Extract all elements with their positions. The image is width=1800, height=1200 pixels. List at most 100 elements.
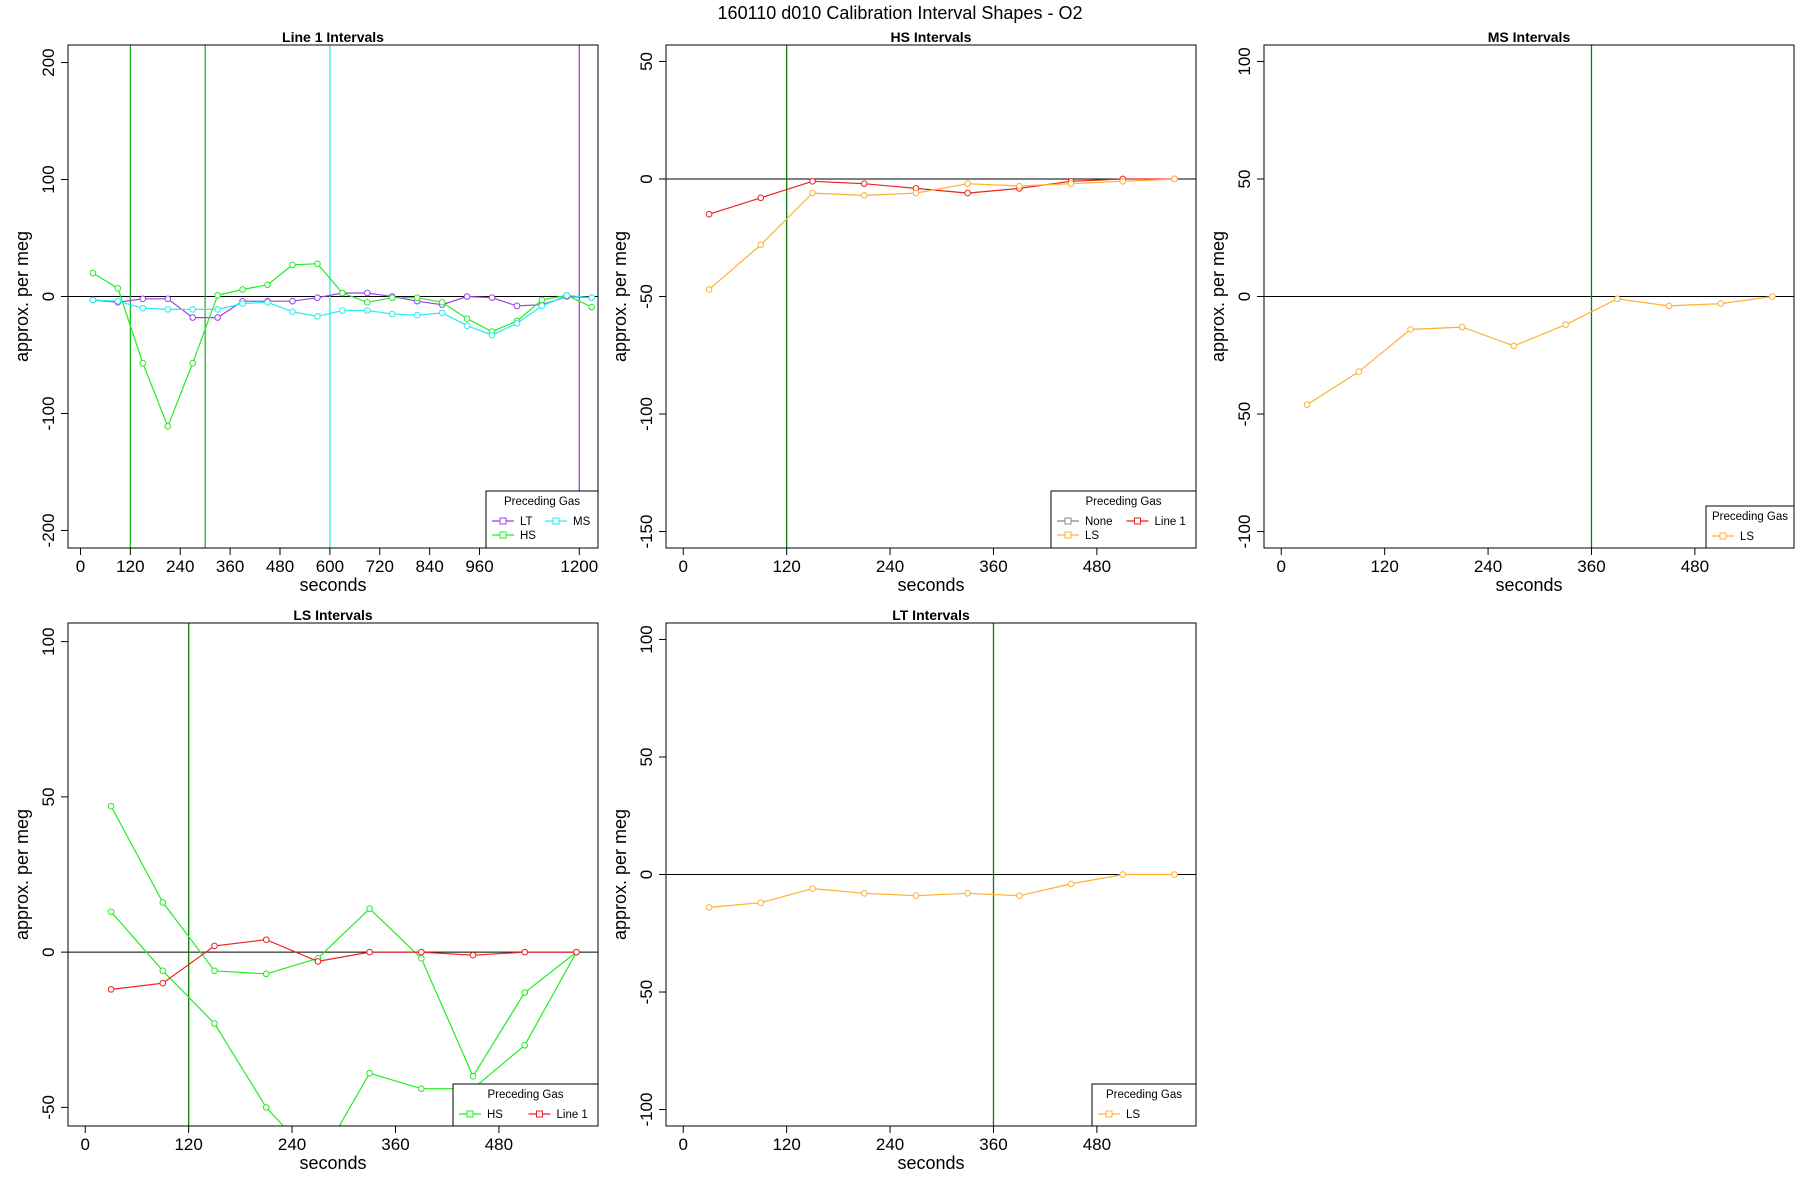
- data-point: [469, 1073, 477, 1080]
- x-tick-label: 600: [316, 557, 344, 576]
- panel-ms-intervals: MS Intervals 0 120 240 360 480 -100 -50 0 50 100 se…: [1208, 29, 1795, 595]
- data-point: [89, 296, 97, 304]
- y-tick-label: -50: [39, 1095, 58, 1120]
- y-tick-label: -50: [637, 980, 656, 1005]
- y-axis-label: approx. per meg: [12, 809, 32, 940]
- data-point: [757, 241, 765, 249]
- legend-swatch-marker: [1134, 517, 1141, 525]
- data-point: [1510, 342, 1518, 350]
- data-point: [89, 269, 97, 277]
- legend-swatch-marker: [1064, 517, 1072, 525]
- y-tick-label: -100: [637, 1093, 656, 1127]
- data-point: [189, 359, 197, 367]
- data-point: [314, 958, 322, 965]
- legend-entry-none: None: [1085, 516, 1113, 528]
- data-point: [214, 292, 221, 299]
- data-point: [139, 295, 147, 303]
- data-point: [418, 955, 425, 962]
- legend: Preceding Gas LT MS HS: [485, 490, 599, 549]
- data-point: [339, 307, 346, 314]
- legend-title: Preceding Gas: [1106, 1089, 1182, 1101]
- data-point: [469, 951, 477, 959]
- data-point: [211, 967, 218, 975]
- legend: Preceding Gas LS: [1091, 1083, 1197, 1127]
- data-point: [1303, 401, 1311, 408]
- x-tick-label: 360: [1577, 557, 1605, 576]
- data-point: [289, 261, 296, 269]
- data-point: [1016, 182, 1023, 190]
- x-tick-label: 240: [876, 557, 904, 576]
- data-point: [463, 322, 471, 330]
- data-point: [1119, 178, 1127, 185]
- data-point: [339, 289, 346, 297]
- data-point: [705, 210, 713, 218]
- panel-hs-intervals: HS Intervals 0 120 240 360 480 -150 -100 -50 0 50 s…: [610, 29, 1197, 595]
- legend: Preceding Gas HS Line 1: [452, 1083, 599, 1127]
- data-point: [189, 314, 197, 321]
- y-tick-label: 0: [39, 292, 58, 301]
- y-tick-label: 100: [39, 165, 58, 193]
- data-point: [912, 189, 920, 197]
- x-tick-label: 0: [81, 1135, 90, 1154]
- y-tick-label: 100: [1235, 47, 1254, 75]
- data-point: [189, 306, 197, 313]
- plot-frame: [67, 622, 599, 1127]
- data-point: [114, 285, 122, 292]
- data-point: [239, 300, 246, 307]
- data-point: [159, 899, 167, 906]
- x-tick-label: 0: [76, 557, 85, 576]
- data-point: [757, 194, 765, 202]
- panel-title: LS Intervals: [293, 607, 373, 623]
- data-point: [964, 189, 971, 197]
- y-axis-label: approx. per meg: [12, 231, 32, 362]
- x-tick-label: 960: [465, 557, 493, 576]
- data-point: [860, 192, 868, 199]
- legend-entry-hs: HS: [487, 1109, 503, 1121]
- data-point: [912, 892, 920, 899]
- data-point: [107, 986, 115, 993]
- y-axis-label: approx. per meg: [1208, 231, 1228, 362]
- y-axis-label: approx. per meg: [610, 809, 630, 940]
- data-point: [521, 1041, 529, 1049]
- data-point: [164, 423, 172, 430]
- legend-box: [1091, 1083, 1197, 1127]
- data-point: [363, 289, 371, 297]
- legend-swatch-marker: [466, 1110, 474, 1118]
- x-axis-label: seconds: [1495, 575, 1562, 595]
- series-group: [705, 871, 1178, 911]
- legend-entry-ms: MS: [573, 516, 591, 528]
- data-point: [363, 299, 371, 306]
- figure-title: 160110 d010 Calibration Interval Shapes …: [718, 3, 1083, 23]
- data-point: [159, 979, 167, 987]
- y-tick-label: 0: [39, 947, 58, 956]
- x-tick-label: 360: [381, 1135, 409, 1154]
- data-point: [114, 297, 122, 305]
- x-axis-label: seconds: [897, 1153, 964, 1173]
- data-point: [1067, 180, 1075, 187]
- panel-ls-intervals: LS Intervals 0 120 240 360 480 -50 0 50 100 second…: [12, 607, 599, 1173]
- legend-swatch-marker: [1719, 532, 1727, 540]
- data-point: [538, 302, 546, 310]
- data-point: [513, 320, 521, 327]
- y-tick-label: 100: [637, 625, 656, 653]
- data-point: [463, 315, 471, 323]
- data-point: [588, 303, 596, 311]
- data-point: [1769, 293, 1776, 300]
- data-point: [289, 297, 296, 305]
- data-point: [809, 885, 816, 892]
- data-point: [1665, 302, 1673, 310]
- y-tick-label: -150: [637, 515, 656, 549]
- data-point: [1562, 321, 1569, 329]
- data-point: [521, 948, 529, 956]
- data-point: [757, 899, 765, 907]
- series-group: [705, 175, 1178, 293]
- x-tick-label: 360: [216, 557, 244, 576]
- x-tick-label: 240: [1474, 557, 1502, 576]
- series-line-hs: [92, 263, 593, 428]
- legend-entry-lt: LT: [520, 516, 533, 528]
- data-point: [418, 1085, 425, 1093]
- series-group: [1303, 293, 1776, 408]
- data-point: [705, 904, 713, 911]
- legend-swatch-marker: [552, 517, 560, 525]
- data-point: [211, 942, 218, 950]
